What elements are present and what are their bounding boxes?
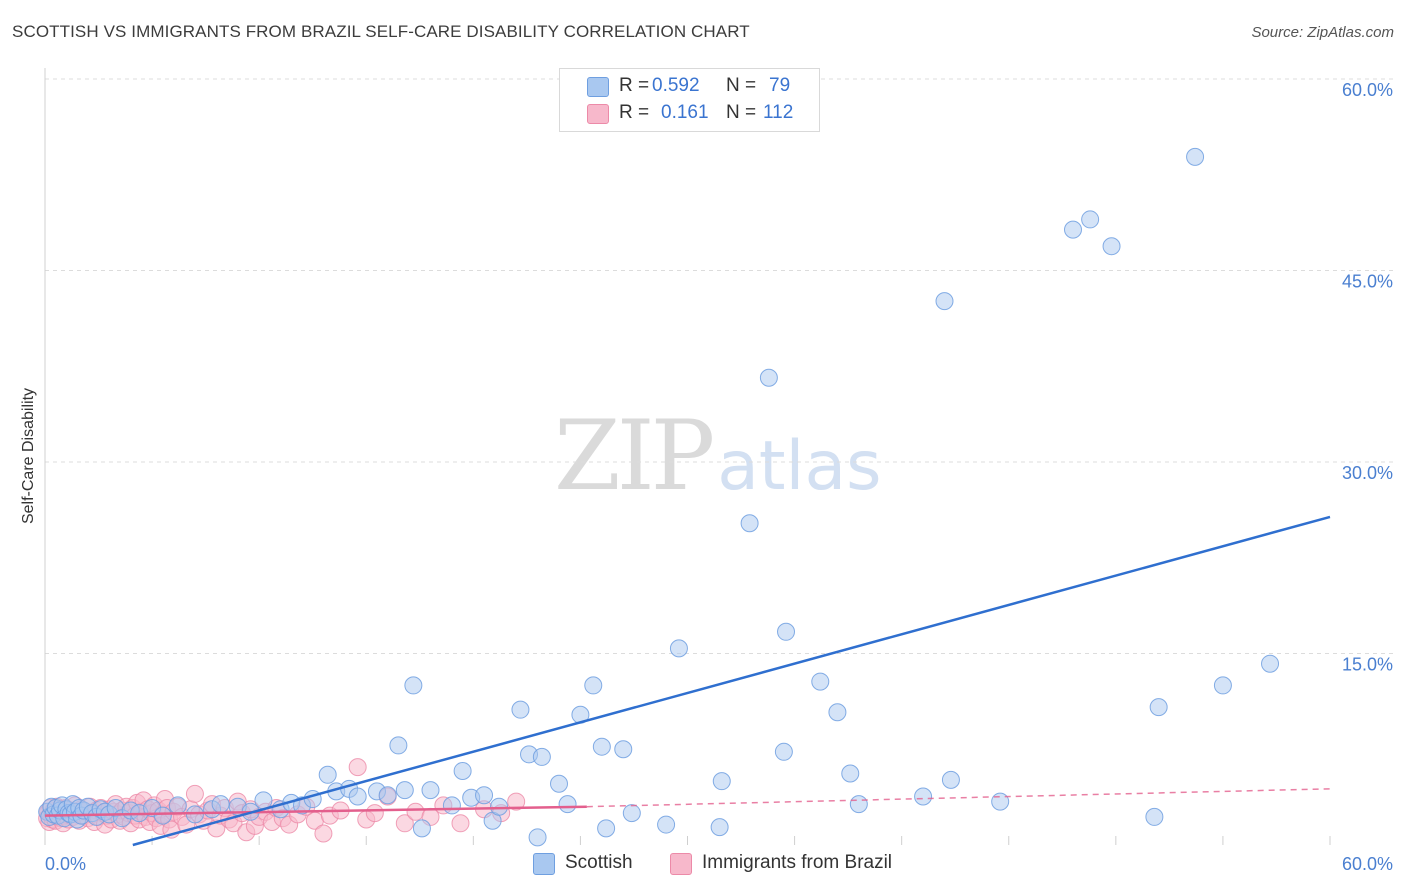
correlation-legend: R = 0.592 N = 79 R = 0.161 N = 112 [559,68,820,132]
scottish-point [849,795,868,814]
scottish-point [211,795,230,814]
scottish-point [490,797,509,816]
scottish-point [841,764,860,783]
scottish-point [935,292,954,311]
y-tick-label: 30.0% [1342,463,1393,483]
scottish-point [1213,676,1232,695]
bottom-legend-scottish-label: Scottish [565,852,633,873]
scottish-points [38,147,1280,847]
y-tick-label: 60.0% [1342,80,1393,100]
scottish-point [669,639,688,658]
scottish-point [378,786,397,805]
scottish-point [777,622,796,641]
scottish-point [740,514,759,533]
scottish-point [622,804,641,823]
scottish-point [1081,210,1100,229]
brazil-trend-line [44,805,587,817]
tick-labels: 15.0% 30.0% 45.0% 60.0% 0.0% 60.0% [45,80,1393,874]
brazil-point [348,758,367,777]
scottish-point [550,774,568,793]
legend-n-value: 79 [769,75,791,96]
scottish-point [442,796,461,815]
scottish-point [710,818,729,837]
bottom-swatch-scottish [533,853,555,875]
scottish-trend-line [132,515,1331,847]
brazil-point [365,804,384,823]
scottish-point [318,765,337,784]
scottish-point [254,791,273,810]
scottish-point [528,828,547,847]
scottish-point [811,672,830,691]
scottish-point [558,795,577,814]
scottish-point [1186,147,1205,166]
scottish-point [941,770,960,789]
brazil-point [406,802,425,821]
scottish-point [712,772,731,791]
legend-r-value: 0.161 [661,102,709,123]
chart-title: SCOTTISH VS IMMIGRANTS FROM BRAZIL SELF-… [12,22,750,41]
x-tick-label: 60.0% [1342,854,1393,874]
scottish-point [348,787,367,806]
scottish-point [592,737,611,756]
scottish-point [511,700,530,719]
scottish-point [389,736,408,755]
scottish-point [991,792,1010,811]
legend-n-value: 112 [763,102,794,123]
scottish-point [153,806,172,825]
legend-swatch-brazil [587,104,609,124]
trend-lines [44,515,1331,847]
scottish-point [1145,807,1164,826]
scottish-point [475,786,494,805]
bottom-swatch-brazil [670,853,692,875]
brazil-point [185,784,204,803]
scottish-point [1261,654,1280,673]
brazil-point [507,792,526,811]
brazil-trend-dashed [586,788,1331,808]
brazil-point [314,824,333,843]
scottish-point [584,676,603,695]
legend-n-label: N = [726,102,757,123]
scottish-point [914,787,933,806]
legend-r-value: 0.592 [652,75,700,96]
x-tick-label: 0.0% [45,854,86,874]
brazil-point [395,814,414,833]
scottish-point [421,781,440,800]
brazil-point [451,814,470,833]
axes [44,68,1331,845]
scottish-point [828,703,847,722]
scottish-point [395,781,414,800]
source-label: Source: ZipAtlas.com [1251,24,1394,41]
scottish-point [1064,220,1082,239]
scottish-point [1102,237,1121,256]
bottom-legend-brazil-label: Immigrants from Brazil [702,852,893,873]
legend-r-label: R = [619,102,650,123]
scottish-point [614,740,633,759]
scottish-point [1149,698,1168,717]
scottish-point [532,747,551,766]
legend-n-label: N = [726,75,757,96]
scottish-point [597,819,616,838]
scottish-point [657,815,676,834]
legend-r-label: R = [619,75,650,96]
scottish-point [404,676,423,695]
scottish-point [453,761,472,780]
y-tick-label: 45.0% [1342,272,1393,292]
scottish-point [774,742,793,761]
y-tick-label: 15.0% [1342,655,1393,675]
scottish-point [412,819,431,838]
legend-swatch-scottish [587,77,609,97]
scottish-point [168,796,187,815]
scottish-point [759,368,778,387]
